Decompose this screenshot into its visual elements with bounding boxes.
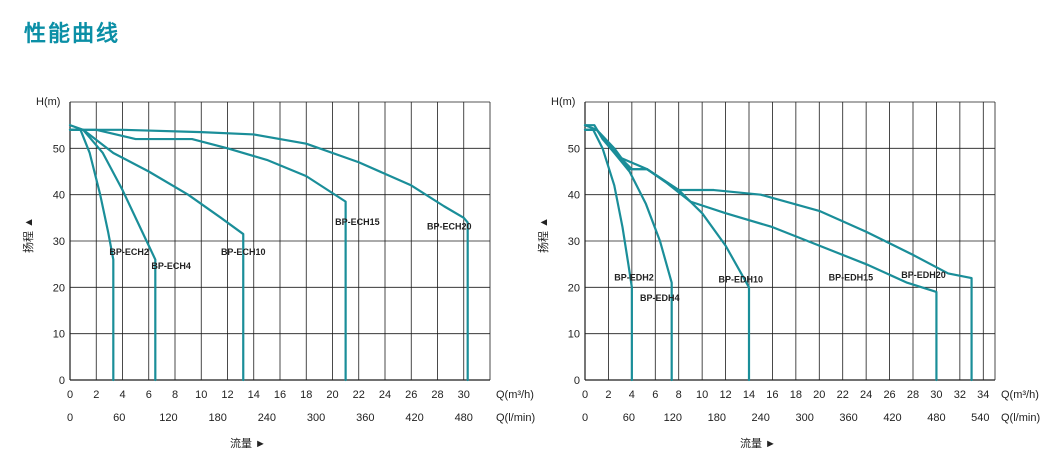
x-tick-label: 24 [860,389,872,401]
series-line-bp-edh15 [583,128,938,382]
x2-tick-label: 360 [356,412,374,424]
x-tick-label: 4 [629,389,635,401]
series-label-bp-edh15: BP-EDH15 [829,272,874,282]
series-label-bp-ech15: BP-ECH15 [335,217,380,227]
x2-tick-label: 360 [839,412,857,424]
y-tick-label: 10 [568,329,580,341]
x2-tick-label: 240 [258,412,276,424]
y-axis-label: H(m) [36,96,60,108]
x2-tick-label: 420 [405,412,423,424]
x2-tick-label: 0 [582,412,588,424]
page-title: 性能曲线 [24,22,121,47]
y-side-label: 扬程 ▲ [536,217,550,253]
x2-tick-label: 240 [752,412,770,424]
x2-tick-label: 180 [708,412,726,424]
series-line-bp-edh20 [583,124,973,382]
x-tick-label: 24 [379,389,391,401]
x-tick-label: 28 [431,389,443,401]
x-tick-label: 30 [458,389,470,401]
x-footer-label: 流量 ► [230,436,266,450]
x-tick-label: 6 [146,389,152,401]
x2-tick-label: 60 [113,412,125,424]
x-tick-label: 18 [790,389,802,401]
x-tick-label: 22 [353,389,365,401]
y-tick-label: 40 [568,190,580,202]
x2-tick-label: 480 [927,412,945,424]
x-tick-label: 22 [837,389,849,401]
x-tick-label: 14 [248,389,260,401]
x2-tick-label: 300 [795,412,813,424]
x-tick-label: 16 [274,389,286,401]
x-tick-label: 8 [676,389,682,401]
series-label-bp-ech2: BP-ECH2 [109,247,149,257]
y-side-label: 扬程 ▲ [21,217,35,253]
x-tick-label: 34 [977,389,989,401]
x-tick-label: 20 [813,389,825,401]
x-tick-label: 12 [221,389,233,401]
x2-tick-label: 180 [208,412,226,424]
x-tick-label: 0 [582,389,588,401]
x2-tick-label: 300 [307,412,325,424]
y-tick-label: 20 [53,282,65,294]
series-label-bp-edh20: BP-EDH20 [901,270,946,280]
y-axis-label: H(m) [551,96,575,108]
series-label-bp-edh4: BP-EDH4 [640,293,680,303]
y-tick-label: 0 [59,375,65,387]
x-footer-label: 流量 ► [740,436,776,450]
x-tick-label: 0 [67,389,73,401]
x-tick-label: 12 [719,389,731,401]
x2-axis-label: Q(l/min) [496,412,535,424]
x-tick-label: 10 [696,389,708,401]
x-tick-label: 6 [652,389,658,401]
series-line-bp-edh4 [583,124,673,382]
series-line-bp-ech20 [68,124,469,382]
series-label-bp-ech4: BP-ECH4 [151,261,191,271]
x-tick-label: 26 [405,389,417,401]
x-tick-label: 18 [300,389,312,401]
x-tick-label: 20 [326,389,338,401]
x-tick-label: 10 [195,389,207,401]
y-tick-label: 10 [53,329,65,341]
series-label-bp-edh2: BP-EDH2 [614,272,654,282]
x2-tick-label: 420 [883,412,901,424]
series-line-bp-ech15 [68,128,347,382]
x-axis-label: Q(m³/h) [496,389,534,401]
y-tick-label: 20 [568,282,580,294]
x2-tick-label: 540 [971,412,989,424]
series-line-bp-ech2 [68,128,115,382]
x2-axis-label: Q(l/min) [1001,412,1040,424]
x2-tick-label: 0 [67,412,73,424]
x2-tick-label: 120 [159,412,177,424]
x-tick-label: 2 [93,389,99,401]
y-tick-label: 50 [53,143,65,155]
y-tick-label: 30 [568,236,580,248]
x-tick-label: 26 [883,389,895,401]
x2-tick-label: 480 [455,412,473,424]
x2-tick-label: 60 [623,412,635,424]
series-label-bp-edh10: BP-EDH10 [719,275,764,285]
y-tick-label: 30 [53,236,65,248]
x-tick-label: 2 [605,389,611,401]
series-label-bp-ech20: BP-ECH20 [427,221,472,231]
x-tick-label: 32 [954,389,966,401]
x-tick-label: 8 [172,389,178,401]
series-line-bp-ech10 [68,128,245,382]
series-label-bp-ech10: BP-ECH10 [221,247,266,257]
series-line-bp-edh2 [583,128,633,382]
y-tick-label: 0 [574,375,580,387]
x-tick-label: 28 [907,389,919,401]
x-tick-label: 4 [119,389,125,401]
x2-tick-label: 120 [664,412,682,424]
x-tick-label: 14 [743,389,755,401]
y-tick-label: 50 [568,143,580,155]
x-tick-label: 30 [930,389,942,401]
x-axis-label: Q(m³/h) [1001,389,1039,401]
y-tick-label: 40 [53,190,65,202]
x-tick-label: 16 [766,389,778,401]
